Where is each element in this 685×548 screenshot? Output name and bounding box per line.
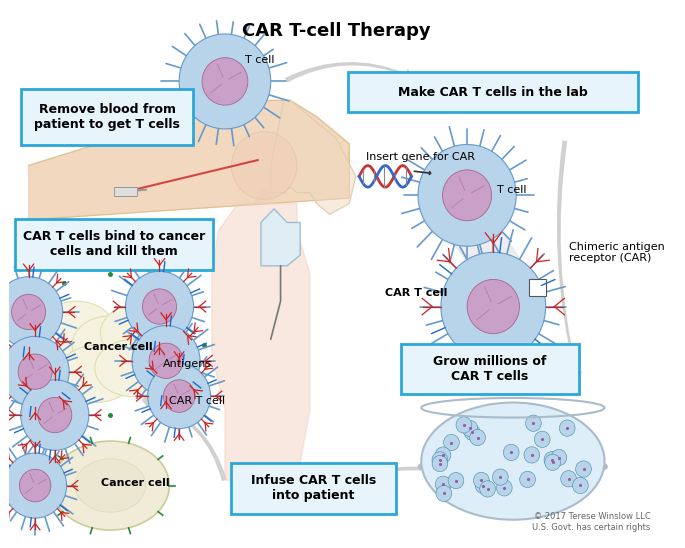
Circle shape [520,471,536,488]
Text: Chimeric antigen
receptor (CAR): Chimeric antigen receptor (CAR) [569,242,664,263]
Text: Antigens: Antigens [163,358,212,368]
Ellipse shape [421,403,605,520]
Ellipse shape [95,339,171,397]
Text: CAR T cell: CAR T cell [385,288,448,298]
Ellipse shape [419,455,607,478]
Text: CAR T cell: CAR T cell [169,396,225,407]
Polygon shape [212,203,310,480]
Circle shape [575,461,591,477]
Text: CAR T cells bind to cancer
cells and kill them: CAR T cells bind to cancer cells and kil… [23,230,205,258]
Circle shape [125,271,194,342]
Polygon shape [261,209,300,266]
Circle shape [462,420,477,437]
Text: Grow millions of
CAR T cells: Grow millions of CAR T cells [434,355,547,383]
Ellipse shape [58,345,134,403]
Circle shape [456,417,472,433]
FancyArrowPatch shape [558,141,581,380]
Ellipse shape [38,301,114,358]
Circle shape [560,420,575,436]
Circle shape [18,354,52,389]
Circle shape [132,326,200,396]
Text: T cell: T cell [245,55,274,65]
Circle shape [0,277,62,347]
Circle shape [448,472,464,489]
Circle shape [202,58,248,105]
Ellipse shape [51,441,169,530]
Ellipse shape [75,459,146,512]
Circle shape [38,397,72,433]
Circle shape [149,343,183,379]
Circle shape [232,132,297,199]
Polygon shape [29,100,349,220]
Polygon shape [271,100,356,214]
Circle shape [436,486,451,501]
FancyArrowPatch shape [306,467,478,493]
Circle shape [435,447,451,463]
Circle shape [19,469,51,502]
Circle shape [573,477,588,494]
FancyBboxPatch shape [231,463,396,513]
Circle shape [148,363,210,429]
Circle shape [179,34,271,129]
Text: Make CAR T cells in the lab: Make CAR T cells in the lab [399,86,588,99]
Circle shape [473,472,489,488]
Text: Remove blood from
patient to get T cells: Remove blood from patient to get T cells [34,102,180,130]
FancyBboxPatch shape [114,187,137,196]
Circle shape [418,145,516,246]
Circle shape [525,415,541,431]
FancyBboxPatch shape [21,89,193,145]
FancyBboxPatch shape [529,279,546,296]
Circle shape [551,449,566,466]
Circle shape [544,452,560,468]
Circle shape [444,435,460,450]
Circle shape [142,289,177,324]
Circle shape [3,453,66,518]
Text: CAR T-cell Therapy: CAR T-cell Therapy [242,22,430,40]
Circle shape [432,452,448,468]
Circle shape [436,476,451,492]
Text: Cancer cell: Cancer cell [84,342,153,352]
Circle shape [470,430,486,446]
FancyBboxPatch shape [14,219,213,270]
Circle shape [493,469,508,485]
Text: © 2017 Terese Winslow LLC
U.S. Govt. has certain rights: © 2017 Terese Winslow LLC U.S. Govt. has… [532,512,650,532]
Text: Cancer cell: Cancer cell [101,478,169,488]
Circle shape [479,481,495,497]
Circle shape [524,447,540,463]
Circle shape [21,380,89,450]
Circle shape [497,480,512,496]
Text: Insert gene for CAR: Insert gene for CAR [366,152,475,162]
Ellipse shape [101,304,177,362]
Circle shape [1,336,69,407]
Circle shape [164,380,195,412]
FancyArrowPatch shape [286,62,412,82]
Ellipse shape [72,316,149,373]
Circle shape [545,454,560,470]
FancyArrowPatch shape [142,396,226,481]
Polygon shape [254,190,274,203]
Text: Infuse CAR T cells
into patient: Infuse CAR T cells into patient [251,474,376,503]
Circle shape [443,170,492,221]
Circle shape [503,444,519,460]
Circle shape [441,252,546,361]
Circle shape [432,455,448,472]
Circle shape [534,431,550,448]
FancyBboxPatch shape [401,344,580,395]
Circle shape [12,294,46,329]
Circle shape [475,477,491,494]
Circle shape [464,424,480,441]
Polygon shape [438,222,532,279]
FancyBboxPatch shape [349,72,638,112]
Text: T cell: T cell [497,185,526,195]
Circle shape [467,279,519,334]
Circle shape [561,471,577,487]
